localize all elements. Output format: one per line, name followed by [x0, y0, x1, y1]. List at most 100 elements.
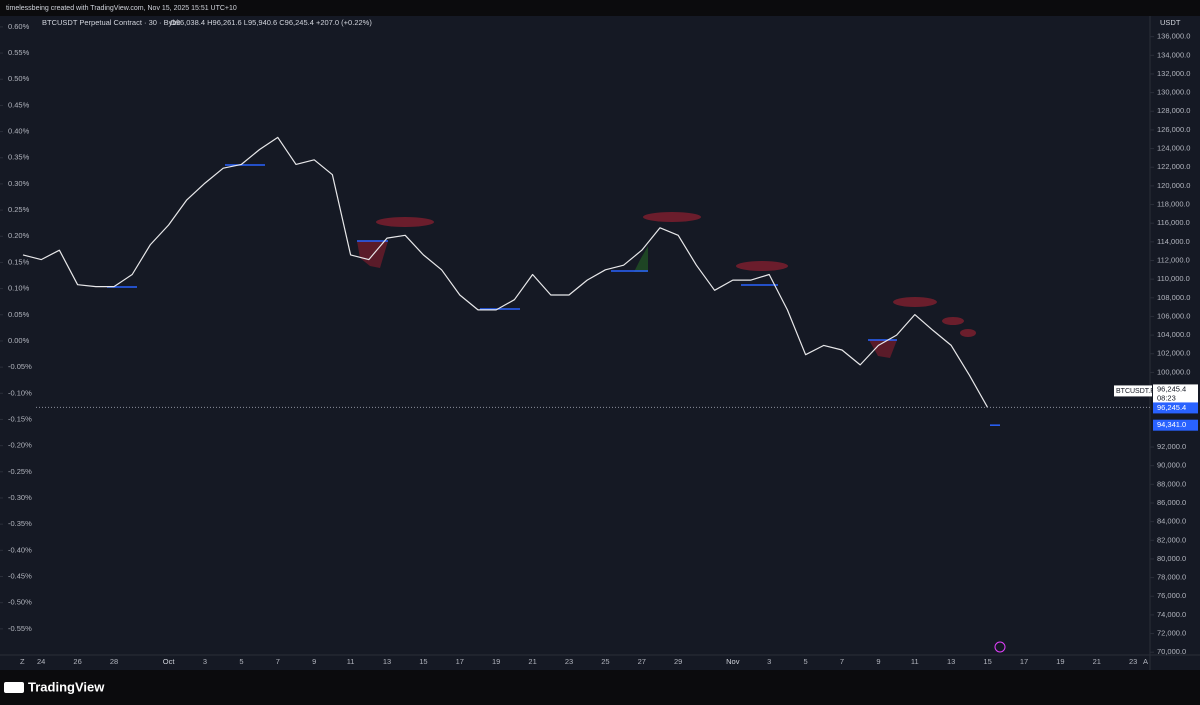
auto-button[interactable]: A [1143, 657, 1148, 666]
y-tick-label: 70,000.0 [1157, 647, 1186, 656]
y2-tick-label: -0.05% [8, 362, 32, 371]
x-tick-label: 26 [73, 657, 81, 666]
y2-tick-label: -0.10% [8, 388, 32, 397]
y2-tick-label: -0.20% [8, 441, 32, 450]
zoom-button[interactable]: Z [20, 657, 25, 666]
y-tick-label: 72,000.0 [1157, 629, 1186, 638]
x-tick-label: 23 [565, 657, 573, 666]
y2-tick-label: -0.50% [8, 598, 32, 607]
y-tick-label: 114,000.0 [1157, 237, 1190, 246]
low-price-tag: 94,341.0 [1157, 420, 1186, 429]
y-tick-label: 136,000.0 [1157, 32, 1190, 41]
symbol-title: BTCUSDT Perpetual Contract · 30 · Bybit [42, 18, 181, 27]
y-tick-label: 92,000.0 [1157, 442, 1186, 451]
x-tick-label: Nov [726, 657, 740, 666]
y-tick-label: 102,000.0 [1157, 349, 1190, 358]
y-tick-label: 112,000.0 [1157, 255, 1190, 264]
y2-tick-label: 0.05% [8, 310, 30, 319]
y2-tick-label: 0.25% [8, 205, 30, 214]
y-tick-label: 88,000.0 [1157, 479, 1186, 488]
x-tick-label: 13 [383, 657, 391, 666]
y2-tick-label: 0.35% [8, 153, 30, 162]
y2-tick-label: -0.30% [8, 493, 32, 502]
y-tick-label: 126,000.0 [1157, 125, 1190, 134]
ohlc-legend: O96,038.4 H96,261.6 L95,940.6 C96,245.4 … [170, 18, 372, 27]
x-tick-label: 17 [1020, 657, 1028, 666]
y-tick-label: 76,000.0 [1157, 591, 1186, 600]
y-tick-label: 106,000.0 [1157, 311, 1190, 320]
y-tick-label: 132,000.0 [1157, 69, 1190, 78]
symbol-tag: BTCUSDT.P [1116, 388, 1155, 395]
y-tick-label: 82,000.0 [1157, 535, 1186, 544]
x-tick-label: 19 [492, 657, 500, 666]
x-tick-label: 25 [601, 657, 609, 666]
x-tick-label: 7 [276, 657, 280, 666]
y-tick-label: 108,000.0 [1157, 293, 1190, 302]
y-tick-label: 118,000.0 [1157, 200, 1190, 209]
countdown: 08:23 [1157, 393, 1176, 402]
y-tick-label: 122,000.0 [1157, 162, 1190, 171]
y-tick-label: 80,000.0 [1157, 554, 1186, 563]
y2-tick-label: 0.30% [8, 179, 30, 188]
x-tick-label: 21 [528, 657, 536, 666]
x-tick-label: 11 [347, 657, 355, 666]
y-tick-label: 124,000.0 [1157, 144, 1190, 153]
brand: TradingView [28, 679, 105, 694]
x-tick-label: 13 [947, 657, 955, 666]
x-tick-label: 28 [110, 657, 118, 666]
last-price-label: 96,245.4 [1157, 384, 1186, 393]
axis-unit[interactable]: USDT [1160, 18, 1181, 27]
x-tick-label: 11 [911, 657, 919, 666]
y-tick-label: 90,000.0 [1157, 461, 1186, 470]
x-tick-label: 9 [312, 657, 316, 666]
x-tick-label: 3 [203, 657, 207, 666]
y-tick-label: 134,000.0 [1157, 50, 1190, 59]
x-tick-label: 19 [1056, 657, 1064, 666]
y2-tick-label: 0.00% [8, 336, 30, 345]
low-price-tag-bg [1153, 419, 1198, 431]
y2-tick-label: 0.55% [8, 48, 30, 57]
y-tick-label: 130,000.0 [1157, 88, 1190, 97]
symbol-tag-bg [1114, 385, 1152, 397]
y-tick-label: 84,000.0 [1157, 517, 1186, 526]
y2-tick-label: -0.15% [8, 414, 32, 423]
x-tick-label: 15 [983, 657, 991, 666]
brand-logo [4, 682, 24, 693]
y2-tick-label: 0.15% [8, 257, 30, 266]
y2-tick-label: 0.50% [8, 74, 30, 83]
x-tick-label: 9 [876, 657, 880, 666]
y2-tick-label: 0.60% [8, 22, 30, 31]
y2-tick-label: 0.20% [8, 231, 30, 240]
plot-bg [0, 16, 1200, 670]
x-tick-label: 17 [456, 657, 464, 666]
last-price-tag: 96,245.4 [1157, 403, 1186, 412]
y-tick-label: 86,000.0 [1157, 498, 1186, 507]
x-tick-label: 23 [1129, 657, 1137, 666]
x-tick-label: Oct [163, 657, 176, 666]
x-tick-label: 5 [804, 657, 808, 666]
y2-tick-label: 0.10% [8, 284, 30, 293]
y-tick-label: 110,000.0 [1157, 274, 1190, 283]
x-tick-label: 27 [638, 657, 646, 666]
x-tick-label: 21 [1093, 657, 1101, 666]
y-tick-label: 78,000.0 [1157, 573, 1186, 582]
y2-tick-label: -0.35% [8, 519, 32, 528]
x-tick-label: 29 [674, 657, 682, 666]
y2-tick-label: -0.40% [8, 545, 32, 554]
header: timelessbeing created with TradingView.c… [6, 5, 237, 12]
y2-tick-label: 0.40% [8, 127, 30, 136]
y2-tick-label: -0.25% [8, 467, 32, 476]
y-tick-label: 120,000.0 [1157, 181, 1190, 190]
y-tick-label: 128,000.0 [1157, 106, 1190, 115]
price-line [22, 136, 989, 408]
y2-tick-label: -0.55% [8, 624, 32, 633]
x-tick-label: 3 [767, 657, 771, 666]
last-price-box [1153, 384, 1198, 404]
y-tick-label: 116,000.0 [1157, 218, 1190, 227]
x-tick-label: 7 [840, 657, 844, 666]
last-price-tag-bg [1153, 402, 1198, 414]
y-tick-label: 104,000.0 [1157, 330, 1190, 339]
x-tick-label: 5 [239, 657, 243, 666]
x-tick-label: 24 [37, 657, 45, 666]
